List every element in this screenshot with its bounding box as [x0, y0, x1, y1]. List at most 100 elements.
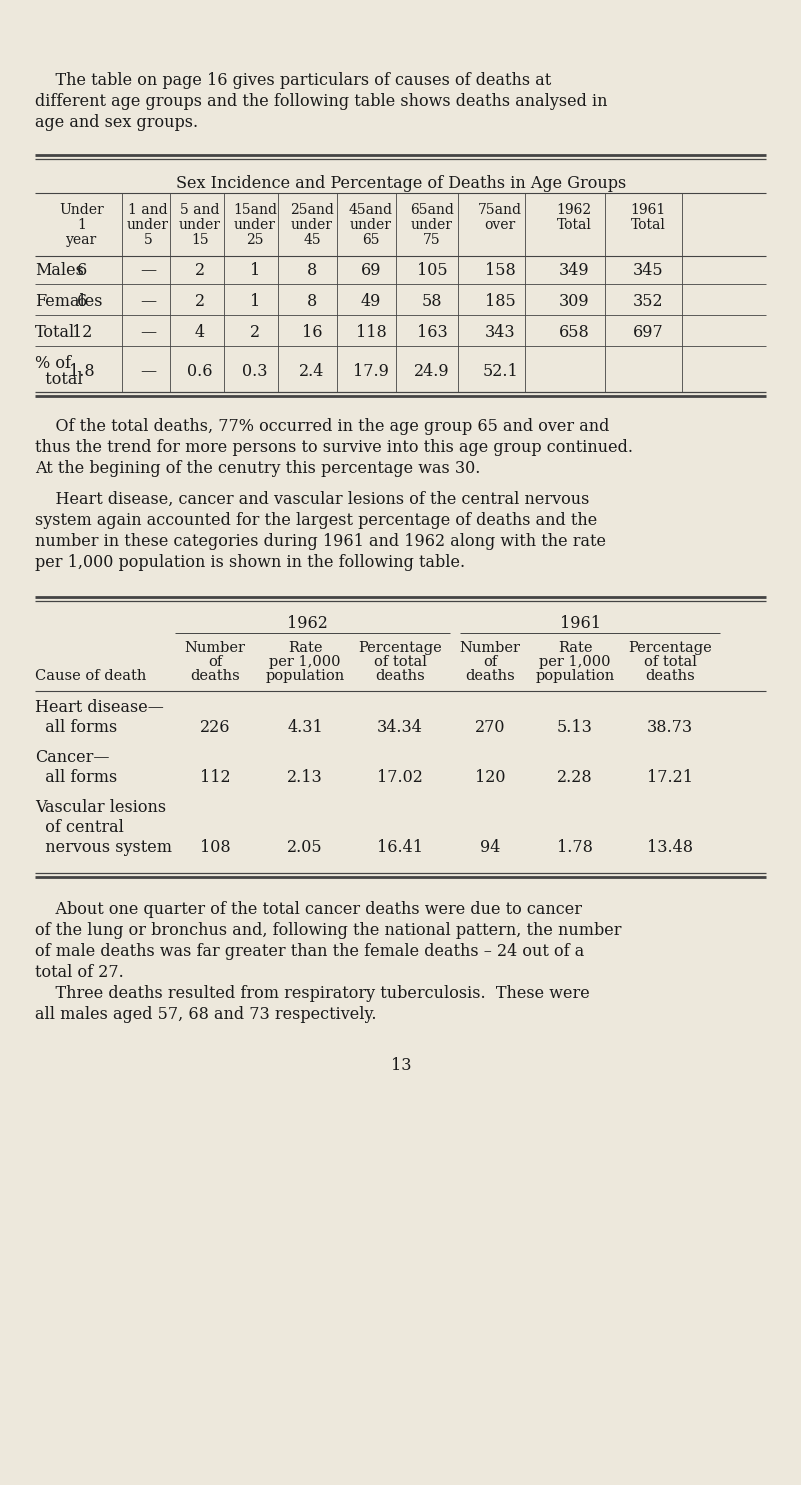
Text: 25: 25 [246, 233, 264, 247]
Text: Cause of death: Cause of death [35, 670, 147, 683]
Text: 1961: 1961 [630, 203, 666, 217]
Text: Cancer—: Cancer— [35, 748, 110, 766]
Text: 2.13: 2.13 [287, 769, 323, 786]
Text: system again accounted for the largest percentage of deaths and the: system again accounted for the largest p… [35, 512, 598, 529]
Text: 65and: 65and [410, 203, 454, 217]
Text: 16: 16 [302, 324, 322, 342]
Text: Total: Total [630, 218, 666, 232]
Text: 1962: 1962 [557, 203, 592, 217]
Text: per 1,000 population is shown in the following table.: per 1,000 population is shown in the fol… [35, 554, 465, 572]
Text: deaths: deaths [465, 670, 515, 683]
Text: The table on page 16 gives particulars of causes of deaths at: The table on page 16 gives particulars o… [35, 71, 551, 89]
Text: number in these categories during 1961 and 1962 along with the rate: number in these categories during 1961 a… [35, 533, 606, 549]
Text: under: under [350, 218, 392, 232]
Text: Females: Females [35, 293, 103, 310]
Text: over: over [485, 218, 516, 232]
Text: 2: 2 [195, 293, 205, 310]
Text: thus the trend for more persons to survive into this age group continued.: thus the trend for more persons to survi… [35, 440, 633, 456]
Text: 0.6: 0.6 [187, 362, 213, 380]
Text: At the begining of the cenutry this percentage was 30.: At the begining of the cenutry this perc… [35, 460, 481, 477]
Text: Number: Number [184, 642, 245, 655]
Text: 1 and: 1 and [128, 203, 168, 217]
Text: 5.13: 5.13 [557, 719, 593, 737]
Text: of total: of total [643, 655, 696, 670]
Text: 105: 105 [417, 261, 447, 279]
Text: under: under [291, 218, 333, 232]
Text: 1.78: 1.78 [557, 839, 593, 855]
Text: 5: 5 [143, 233, 152, 247]
Text: —: — [140, 362, 156, 380]
Text: 108: 108 [199, 839, 231, 855]
Text: of the lung or bronchus and, following the national pattern, the number: of the lung or bronchus and, following t… [35, 922, 622, 939]
Text: 13.48: 13.48 [647, 839, 693, 855]
Text: 2.4: 2.4 [300, 362, 324, 380]
Text: all forms: all forms [35, 719, 117, 737]
Text: % of: % of [35, 355, 71, 373]
Text: About one quarter of the total cancer deaths were due to cancer: About one quarter of the total cancer de… [35, 901, 582, 918]
Text: 34.34: 34.34 [377, 719, 423, 737]
Text: —: — [140, 261, 156, 279]
Text: Sex Incidence and Percentage of Deaths in Age Groups: Sex Incidence and Percentage of Deaths i… [176, 175, 626, 192]
Text: 6: 6 [77, 261, 87, 279]
Text: 25and: 25and [290, 203, 334, 217]
Text: 49: 49 [360, 293, 381, 310]
Text: of male deaths was far greater than the female deaths – 24 out of a: of male deaths was far greater than the … [35, 943, 584, 959]
Text: under: under [127, 218, 169, 232]
Text: of central: of central [35, 820, 124, 836]
Text: Rate: Rate [288, 642, 322, 655]
Text: 2: 2 [250, 324, 260, 342]
Text: 349: 349 [558, 261, 590, 279]
Text: 2.28: 2.28 [557, 769, 593, 786]
Text: —: — [140, 324, 156, 342]
Text: Number: Number [460, 642, 521, 655]
Text: Percentage: Percentage [628, 642, 712, 655]
Text: 15and: 15and [233, 203, 277, 217]
Text: 658: 658 [558, 324, 590, 342]
Text: 309: 309 [558, 293, 590, 310]
Text: 16.41: 16.41 [377, 839, 423, 855]
Text: of: of [483, 655, 497, 670]
Text: population: population [535, 670, 614, 683]
Text: 13: 13 [391, 1057, 411, 1074]
Text: total of 27.: total of 27. [35, 964, 123, 982]
Text: 1962: 1962 [287, 615, 328, 633]
Text: 1.8: 1.8 [69, 362, 95, 380]
Text: 94: 94 [480, 839, 500, 855]
Text: Under: Under [59, 203, 104, 217]
Text: 5 and: 5 and [180, 203, 219, 217]
Text: of total: of total [373, 655, 426, 670]
Text: 1961: 1961 [560, 615, 601, 633]
Text: per 1,000: per 1,000 [539, 655, 610, 670]
Text: Of the total deaths, 77% occurred in the age group 65 and over and: Of the total deaths, 77% occurred in the… [35, 417, 610, 435]
Text: deaths: deaths [190, 670, 239, 683]
Text: Males: Males [35, 261, 84, 279]
Text: 17.21: 17.21 [647, 769, 693, 786]
Text: under: under [179, 218, 221, 232]
Text: 226: 226 [199, 719, 230, 737]
Text: 52.1: 52.1 [482, 362, 518, 380]
Text: 1: 1 [78, 218, 87, 232]
Text: 2.05: 2.05 [288, 839, 323, 855]
Text: 118: 118 [356, 324, 386, 342]
Text: Percentage: Percentage [358, 642, 442, 655]
Text: 4.31: 4.31 [287, 719, 323, 737]
Text: 697: 697 [633, 324, 663, 342]
Text: Heart disease—: Heart disease— [35, 699, 164, 716]
Text: 17.9: 17.9 [353, 362, 389, 380]
Text: 1: 1 [250, 261, 260, 279]
Text: 12: 12 [72, 324, 92, 342]
Text: 65: 65 [362, 233, 380, 247]
Text: 352: 352 [633, 293, 663, 310]
Text: 45: 45 [304, 233, 321, 247]
Text: 58: 58 [422, 293, 442, 310]
Text: deaths: deaths [645, 670, 695, 683]
Text: 4: 4 [195, 324, 205, 342]
Text: under: under [234, 218, 276, 232]
Text: age and sex groups.: age and sex groups. [35, 114, 198, 131]
Text: —: — [140, 293, 156, 310]
Text: 6: 6 [77, 293, 87, 310]
Text: 163: 163 [417, 324, 448, 342]
Text: 120: 120 [475, 769, 505, 786]
Text: Heart disease, cancer and vascular lesions of the central nervous: Heart disease, cancer and vascular lesio… [35, 492, 590, 508]
Text: 69: 69 [360, 261, 381, 279]
